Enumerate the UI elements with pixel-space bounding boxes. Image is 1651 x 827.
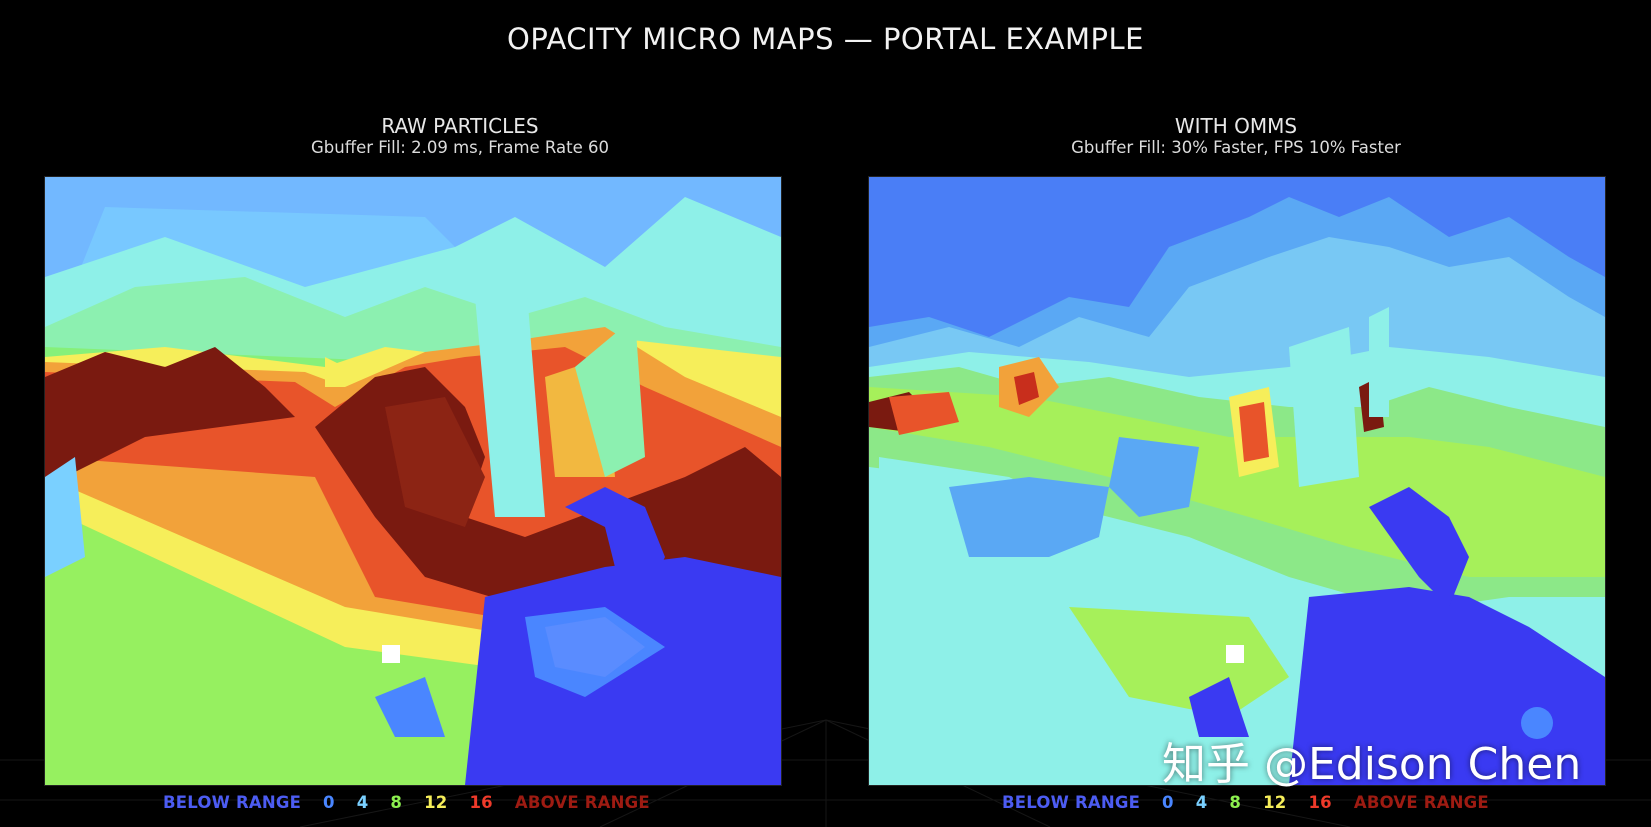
watermark: 知乎 @Edison Chen: [1162, 739, 1582, 790]
legend-below-range: BELOW RANGE: [1002, 792, 1141, 812]
legend-value-4: 4: [1195, 792, 1208, 812]
page-title: OPACITY MICRO MAPS — PORTAL EXAMPLE: [507, 22, 1144, 56]
legend-value-16: 16: [1308, 792, 1332, 812]
left-panel-header: RAW PARTICLES Gbuffer Fill: 2.09 ms, Fra…: [90, 114, 830, 158]
left-legend: BELOW RANGE 0 4 8 12 16 ABOVE RANGE: [163, 789, 672, 815]
left-panel-heading: RAW PARTICLES: [381, 114, 539, 138]
raw-particles-heatmap: [44, 176, 782, 786]
legend-value-8: 8: [390, 792, 403, 812]
legend-value-12: 12: [424, 792, 448, 812]
right-panel-subheading: Gbuffer Fill: 30% Faster, FPS 10% Faster: [1071, 138, 1401, 157]
legend-value-0: 0: [1162, 792, 1174, 812]
legend-value-12: 12: [1263, 792, 1287, 812]
right-legend: BELOW RANGE 0 4 8 12 16 ABOVE RANGE: [1002, 789, 1511, 815]
legend-value-0: 0: [323, 792, 335, 812]
legend-value-16: 16: [469, 792, 493, 812]
legend-below-range: BELOW RANGE: [163, 792, 302, 812]
left-panel-subheading: Gbuffer Fill: 2.09 ms, Frame Rate 60: [311, 138, 609, 157]
legend-above-range: ABOVE RANGE: [1353, 792, 1489, 812]
right-panel-heading: WITH OMMS: [1174, 114, 1298, 138]
right-panel-header: WITH OMMS Gbuffer Fill: 30% Faster, FPS …: [866, 114, 1606, 158]
legend-value-8: 8: [1229, 792, 1242, 812]
legend-above-range: ABOVE RANGE: [514, 792, 650, 812]
with-omms-heatmap: [868, 176, 1606, 786]
legend-value-4: 4: [356, 792, 369, 812]
